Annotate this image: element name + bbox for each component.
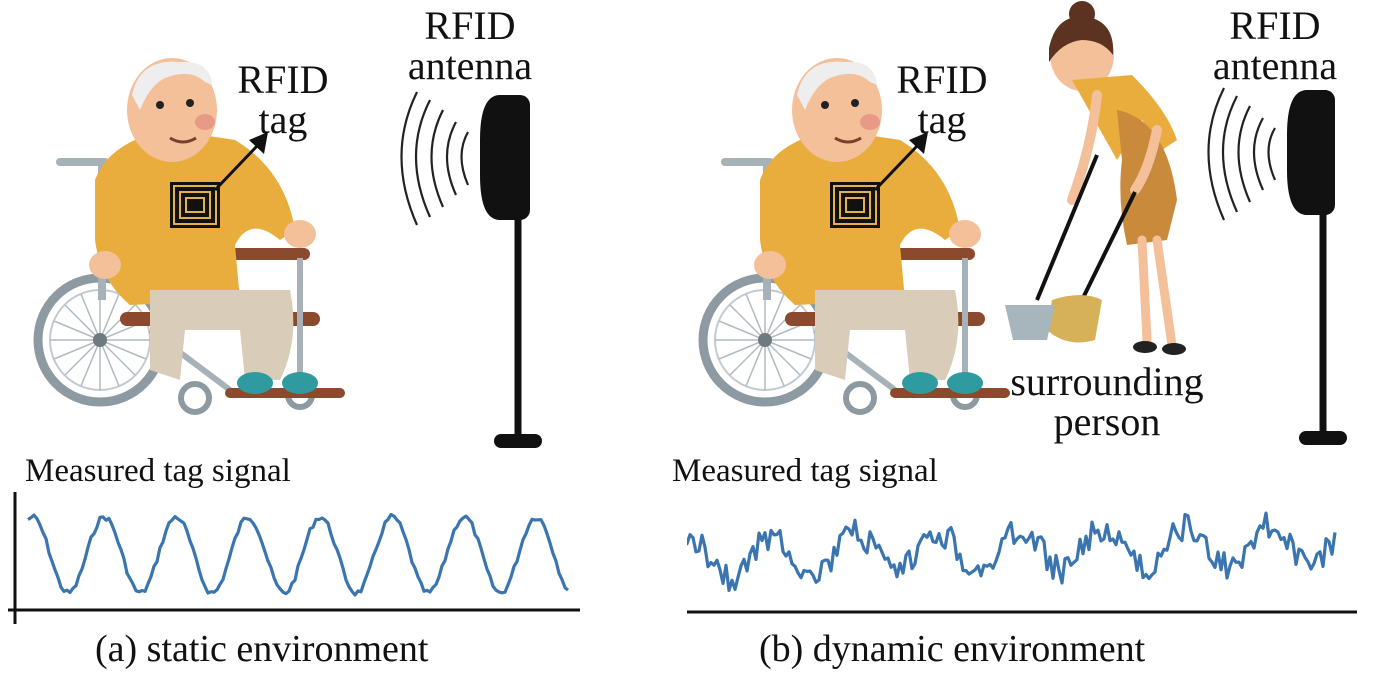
- tag-pointer-arrow: [873, 132, 928, 192]
- panel-caption: (a) static environment: [95, 628, 429, 670]
- rfid-tag-icon: [170, 182, 220, 228]
- signal-waves-icon: [400, 91, 470, 226]
- rfid-tag-icon: [830, 182, 880, 228]
- tag-label-line2: tag: [917, 97, 967, 142]
- surrounding-person-icon: [1049, 1, 1186, 355]
- dustpan-icon: [1005, 154, 1099, 340]
- broom-icon: [1047, 191, 1137, 343]
- signal-waves-icon: [1207, 87, 1277, 221]
- rfid-antenna-icon: [480, 95, 542, 448]
- tag-label-line1: RFID: [237, 57, 329, 102]
- antenna-label: RFID antenna: [1195, 6, 1355, 86]
- panel-caption: (b) dynamic environment: [759, 628, 1146, 670]
- panel-static-environment: RFID tag RFID antenna Measured tag signa…: [8, 6, 580, 670]
- person-label-line2: person: [1053, 399, 1161, 444]
- panel-dynamic-environment: RFID tag RFID antenna surrounding person…: [672, 0, 1374, 681]
- signal-trace-dynamic: [687, 511, 1337, 592]
- tag-pointer-arrow: [213, 132, 268, 192]
- tag-label: RFID tag: [887, 60, 997, 140]
- signal-plot-axes: [8, 492, 580, 624]
- tag-label: RFID tag: [228, 60, 338, 140]
- antenna-label-line1: RFID: [1229, 3, 1321, 48]
- tag-label-line1: RFID: [896, 57, 988, 102]
- antenna-label-line2: antenna: [1212, 43, 1338, 88]
- signal-plot-axes-b: [687, 610, 1357, 614]
- signal-title: Measured tag signal: [672, 453, 938, 489]
- signal-title: Measured tag signal: [25, 453, 291, 489]
- dynamic-scene-illustration: [687, 1, 1357, 614]
- static-scene-illustration: [8, 58, 580, 624]
- antenna-label: RFID antenna: [390, 6, 550, 86]
- tag-label-line2: tag: [258, 97, 308, 142]
- person-label-line1: surrounding: [1010, 359, 1204, 404]
- antenna-label-line2: antenna: [407, 43, 533, 88]
- rfid-antenna-icon: [1287, 90, 1347, 445]
- antenna-label-line1: RFID: [424, 3, 516, 48]
- signal-trace-static: [27, 512, 570, 597]
- surrounding-person-label: surrounding person: [987, 362, 1227, 442]
